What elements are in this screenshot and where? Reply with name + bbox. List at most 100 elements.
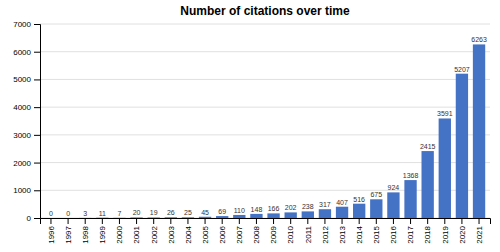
x-tick-mark [119, 218, 120, 224]
bar [96, 217, 108, 218]
data-label: 675 [370, 191, 382, 198]
bar [473, 44, 485, 218]
data-label: 0 [49, 210, 53, 217]
x-axis: 1996199719981999200020012002200320042005… [41, 218, 491, 244]
y-tick-label: 1000 [13, 186, 31, 195]
bar [267, 213, 279, 218]
x-tick: 2005 [201, 218, 210, 244]
x-tick-mark [102, 218, 103, 224]
x-tick-mark [273, 218, 274, 224]
x-tick-label: 1997 [64, 225, 73, 243]
data-label: 7 [117, 210, 121, 217]
x-axis-line [41, 219, 491, 225]
x-tick-mark [427, 218, 428, 224]
data-label: 19 [150, 209, 158, 216]
x-tick: 2012 [321, 218, 330, 244]
x-tick: 2001 [132, 218, 141, 244]
y-tick-mark [34, 135, 40, 136]
x-tick: 2000 [115, 218, 124, 244]
bar [370, 199, 382, 218]
bars [79, 44, 485, 218]
x-tick: 2013 [338, 218, 347, 244]
y-tick-mark [34, 190, 40, 191]
x-tick: 2014 [355, 218, 364, 244]
data-label: 5207 [454, 66, 470, 73]
bar [62, 218, 74, 219]
y-tick-label: 4000 [13, 103, 31, 112]
bar [456, 74, 468, 218]
bar [439, 118, 451, 218]
data-label: 924 [388, 184, 400, 191]
y-tick-mark [34, 52, 40, 53]
bar [216, 216, 228, 218]
x-tick-mark [153, 218, 154, 224]
x-tick-label: 2002 [149, 225, 158, 243]
data-label: 110 [234, 207, 245, 214]
grid [40, 24, 490, 218]
x-tick-mark [461, 218, 462, 224]
x-tick-label: 2019 [441, 225, 450, 243]
data-label: 3591 [437, 110, 453, 117]
x-tick-label: 2003 [167, 225, 176, 243]
bar [148, 217, 160, 218]
x-tick-label: 2014 [355, 225, 364, 243]
grid-line [40, 107, 490, 108]
plot: 0031172019262545691101481662022383174075… [13, 20, 490, 244]
grid-line [40, 51, 490, 52]
y-axis-line [34, 25, 41, 219]
data-label: 69 [218, 208, 226, 215]
y-tick: 4000 [13, 103, 40, 112]
x-tick-label: 2013 [338, 225, 347, 243]
x-tick-mark [410, 218, 411, 224]
x-tick-mark [136, 218, 137, 224]
x-tick-mark [85, 218, 86, 224]
data-label: 407 [336, 199, 348, 206]
y-tick-label: 2000 [13, 159, 31, 168]
x-tick: 1996 [47, 218, 56, 244]
x-tick-label: 2020 [458, 225, 467, 243]
data-label: 238 [302, 203, 314, 210]
data-label: 25 [184, 209, 192, 216]
x-tick: 2010 [286, 218, 295, 244]
y-tick-label: 0 [27, 214, 32, 223]
x-tick: 2003 [167, 218, 176, 244]
y-tick-mark [34, 24, 40, 25]
x-tick-mark [342, 218, 343, 224]
x-tick: 2006 [218, 218, 227, 244]
bar [79, 217, 91, 218]
bar [387, 192, 399, 218]
x-tick-mark [50, 218, 51, 224]
x-tick-mark [187, 218, 188, 224]
x-tick-label: 2017 [406, 225, 415, 243]
data-label: 1368 [403, 172, 419, 179]
y-tick: 7000 [13, 20, 40, 29]
x-tick-label: 2012 [321, 225, 330, 243]
x-tick-mark [222, 218, 223, 224]
y-tick: 2000 [13, 159, 40, 168]
y-tick-label: 6000 [13, 48, 31, 57]
data-label: 0 [66, 210, 70, 217]
x-tick: 2017 [406, 218, 415, 244]
bar [336, 207, 348, 218]
y-tick: 1000 [13, 186, 40, 195]
grid-line [40, 24, 490, 25]
x-tick-label: 2016 [389, 225, 398, 243]
x-tick-mark [376, 218, 377, 224]
data-labels: 0031172019262545691101481662022383174075… [49, 36, 487, 217]
bar [353, 204, 365, 218]
x-tick-label: 2000 [115, 225, 124, 243]
x-tick-label: 2006 [218, 225, 227, 243]
bar [233, 215, 245, 218]
data-label: 516 [353, 196, 365, 203]
data-label: 3 [83, 210, 87, 217]
x-tick-mark [68, 218, 69, 224]
x-tick-label: 2001 [132, 225, 141, 243]
x-tick-label: 2021 [475, 225, 484, 243]
data-label: 6263 [471, 36, 487, 43]
x-tick-mark [256, 218, 257, 224]
x-tick-label: 2011 [304, 225, 313, 243]
data-label: 317 [319, 201, 331, 208]
x-tick: 1997 [64, 218, 73, 244]
bar [285, 212, 297, 218]
x-tick-mark [205, 218, 206, 224]
